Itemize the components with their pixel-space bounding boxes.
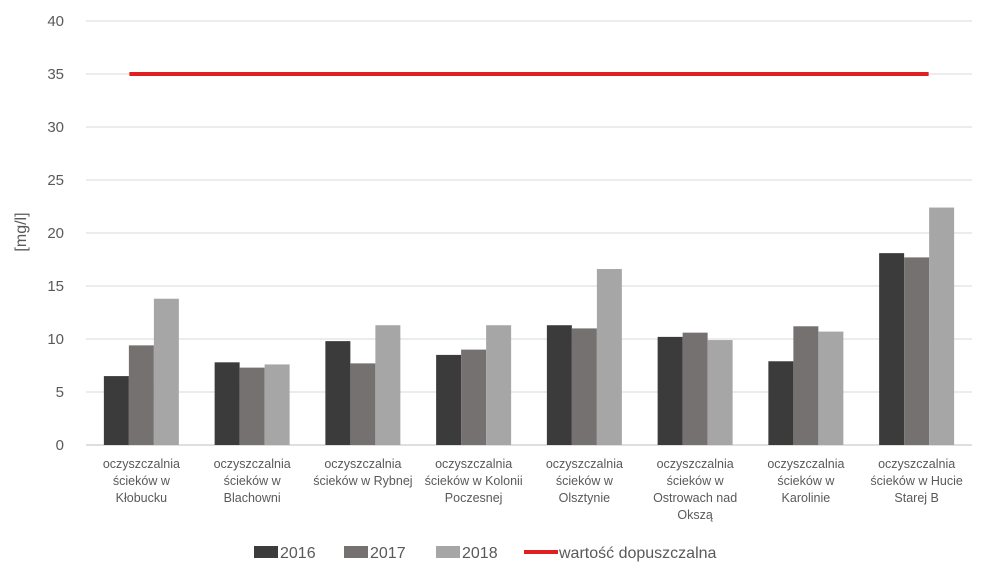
y-tick-label: 20 bbox=[47, 225, 64, 242]
bar-2016 bbox=[103, 376, 129, 445]
y-tick-label: 5 bbox=[56, 384, 64, 401]
bar-2017 bbox=[682, 332, 708, 445]
legend: 2016 2017 2018 wartość dopuszczalna bbox=[254, 545, 717, 562]
bar-2018 bbox=[153, 298, 179, 445]
category-labels: oczyszczalnia ścieków w Kłobucku oczyszczal… bbox=[103, 457, 963, 522]
bar-2018 bbox=[375, 325, 401, 445]
legend-label: 2017 bbox=[370, 545, 406, 562]
category-label: oczyszczalnia ścieków w Kolonii Poczesnej bbox=[425, 457, 523, 505]
bar-2016 bbox=[657, 336, 683, 445]
category-label: oczyszczalnia ścieków w Kłobucku bbox=[103, 457, 180, 505]
bar-2018 bbox=[486, 325, 512, 445]
legend-swatch bbox=[254, 546, 278, 558]
category-label: oczyszczalnia ścieków w Ostrowach nad Okszą bbox=[653, 457, 737, 522]
bar-2018 bbox=[707, 340, 733, 445]
bar-2016 bbox=[768, 361, 794, 445]
legend-swatch bbox=[436, 546, 460, 558]
y-tick-label: 25 bbox=[47, 172, 64, 189]
bar-2017 bbox=[239, 367, 265, 445]
bar-2017 bbox=[350, 363, 376, 445]
y-tick-label: 35 bbox=[47, 66, 64, 83]
bar-2016 bbox=[325, 341, 351, 445]
bar-2017 bbox=[904, 257, 930, 445]
legend-label: wartość dopuszczalna bbox=[558, 545, 717, 562]
y-axis-label: [mg/l] bbox=[13, 212, 30, 251]
category-label: oczyszczalnia ścieków w Blachowni bbox=[214, 457, 291, 505]
bar-2016 bbox=[879, 253, 905, 445]
bar-2017 bbox=[128, 345, 154, 445]
bar-2018 bbox=[818, 331, 844, 445]
legend-swatch bbox=[344, 546, 368, 558]
bar-2017 bbox=[571, 328, 597, 445]
bar-2016 bbox=[214, 362, 240, 445]
legend-label: 2018 bbox=[462, 545, 498, 562]
y-tick-label: 40 bbox=[47, 13, 64, 30]
y-axis-ticks: 0 5 10 15 20 25 30 35 40 bbox=[47, 13, 64, 454]
bars bbox=[103, 207, 955, 445]
bar-2016 bbox=[436, 354, 462, 445]
category-label: oczyszczalnia ścieków w Karolinie bbox=[767, 457, 844, 505]
bar-2016 bbox=[546, 325, 572, 445]
bar-2017 bbox=[461, 349, 487, 445]
y-tick-label: 15 bbox=[47, 278, 64, 295]
bar-2018 bbox=[596, 269, 622, 445]
bar-2018 bbox=[264, 364, 290, 445]
bar-2018 bbox=[929, 207, 955, 445]
category-label: oczyszczalnia ścieków w Olsztynie bbox=[546, 457, 623, 505]
category-label: oczyszczalnia ścieków w Hucie Starej B bbox=[870, 457, 962, 505]
y-tick-label: 30 bbox=[47, 119, 64, 136]
category-label: oczyszczalnia ścieków w Rybnej bbox=[313, 457, 412, 488]
y-tick-label: 10 bbox=[47, 331, 64, 348]
legend-label: 2016 bbox=[280, 545, 316, 562]
bar-2017 bbox=[793, 326, 819, 445]
y-tick-label: 0 bbox=[56, 437, 64, 454]
